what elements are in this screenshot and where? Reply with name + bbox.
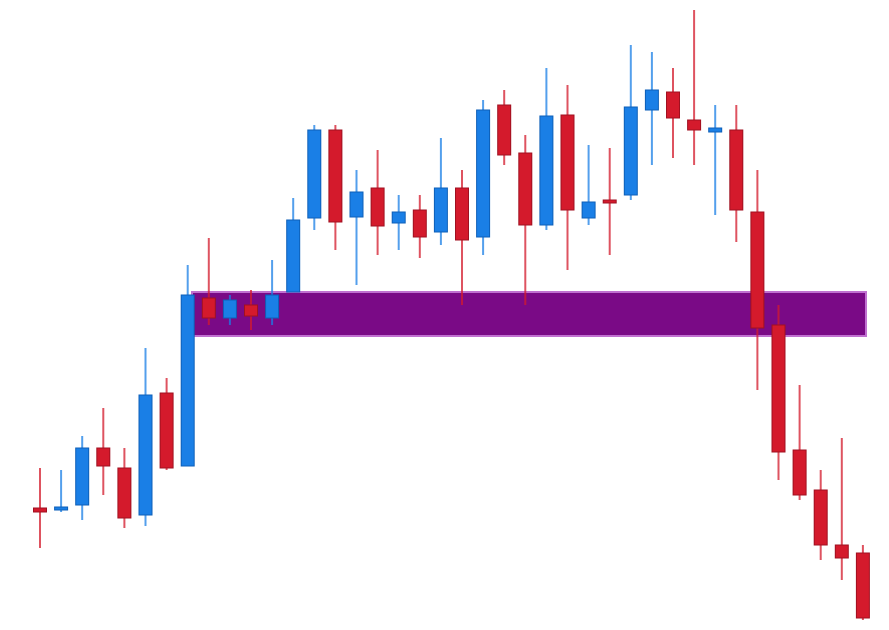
- candle-body: [117, 467, 132, 519]
- candle-body: [834, 544, 849, 559]
- candle-body: [96, 447, 111, 467]
- candle-body: [201, 297, 216, 319]
- zone: [191, 291, 867, 337]
- candle-body: [159, 392, 174, 469]
- candle-body: [792, 449, 807, 496]
- candle-body: [286, 219, 301, 293]
- candle-body: [33, 507, 47, 513]
- candle-body: [708, 127, 723, 133]
- candle-body: [138, 394, 153, 516]
- candle-body: [412, 209, 427, 238]
- candle-body: [222, 299, 237, 319]
- candle-body: [265, 294, 280, 319]
- candle-body: [328, 129, 343, 223]
- candle-body: [623, 106, 638, 196]
- candle-body: [813, 489, 828, 546]
- candle-body: [581, 201, 596, 219]
- candle-body: [644, 89, 659, 111]
- candle-body: [54, 506, 69, 511]
- candle-body: [497, 104, 512, 156]
- candle-body: [349, 191, 364, 218]
- candle-body: [518, 152, 533, 226]
- candle-body: [560, 114, 575, 211]
- candle-body: [687, 119, 702, 131]
- candle-body: [750, 211, 765, 329]
- candle-body: [539, 115, 554, 226]
- candle-body: [307, 129, 322, 219]
- candle-body: [476, 109, 491, 238]
- candle-body: [244, 304, 258, 317]
- candle-body: [855, 552, 870, 619]
- candle-body: [433, 187, 448, 233]
- candle-body: [455, 187, 469, 241]
- candle-body: [666, 91, 680, 119]
- candle-body: [75, 447, 90, 506]
- candle-body: [180, 294, 195, 467]
- candle-body: [729, 129, 744, 211]
- candle-body: [771, 324, 786, 453]
- candle-body: [391, 211, 406, 224]
- candle-body: [370, 187, 385, 227]
- candle-body: [602, 199, 617, 204]
